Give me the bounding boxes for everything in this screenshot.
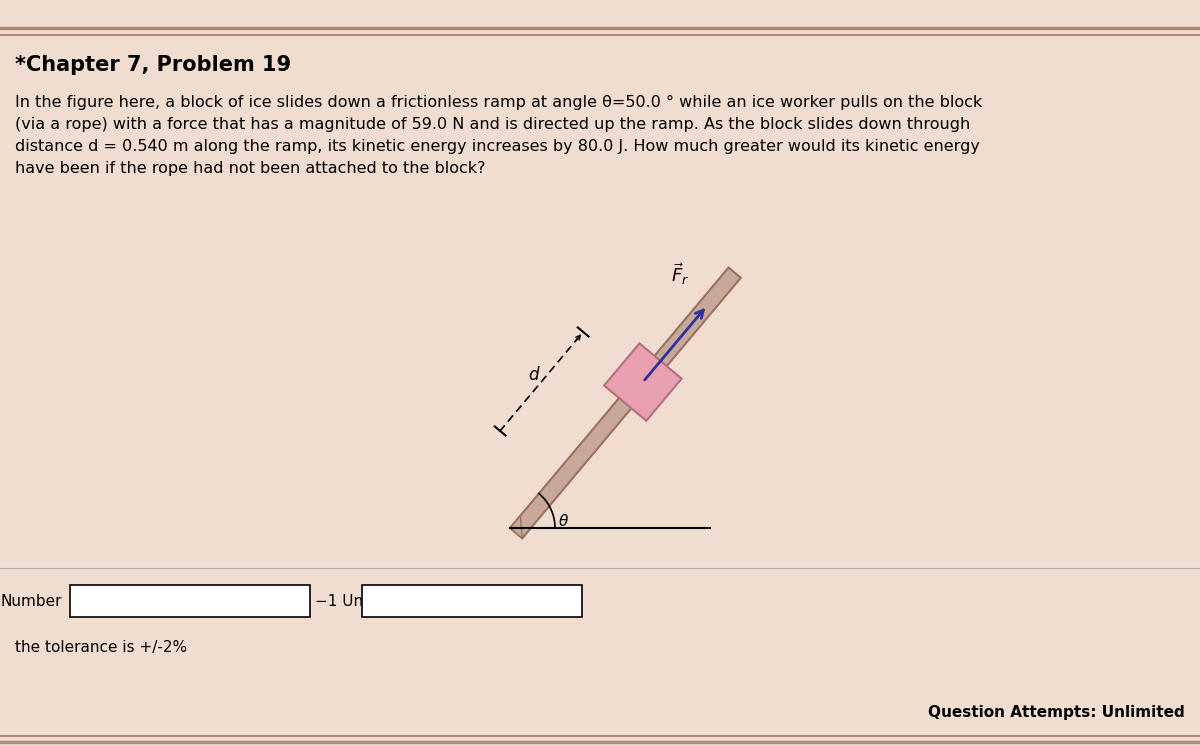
- Text: −1 Unit: −1 Unit: [314, 594, 373, 609]
- Text: *Chapter 7, Problem 19: *Chapter 7, Problem 19: [14, 55, 292, 75]
- Text: (via a rope) with a force that has a magnitude of 59.0 N and is directed up the : (via a rope) with a force that has a mag…: [14, 117, 971, 132]
- Text: Question Attempts: Unlimited: Question Attempts: Unlimited: [929, 705, 1186, 720]
- Polygon shape: [604, 343, 682, 421]
- Text: distance d = 0.540 m along the ramp, its kinetic energy increases by 80.0 J. How: distance d = 0.540 m along the ramp, its…: [14, 139, 980, 154]
- Text: d: d: [529, 366, 539, 384]
- Text: θ: θ: [559, 514, 568, 529]
- Text: the tolerance is +/-2%: the tolerance is +/-2%: [14, 640, 187, 655]
- Polygon shape: [510, 268, 740, 539]
- Bar: [70, 585, 310, 617]
- Text: In the figure here, a block of ice slides down a frictionless ramp at angle θ=50: In the figure here, a block of ice slide…: [14, 95, 983, 110]
- Bar: [362, 585, 582, 617]
- Text: Number: Number: [0, 594, 62, 609]
- Text: have been if the rope had not been attached to the block?: have been if the rope had not been attac…: [14, 161, 486, 176]
- Polygon shape: [510, 515, 522, 539]
- Text: $\vec{F}_r$: $\vec{F}_r$: [671, 262, 689, 287]
